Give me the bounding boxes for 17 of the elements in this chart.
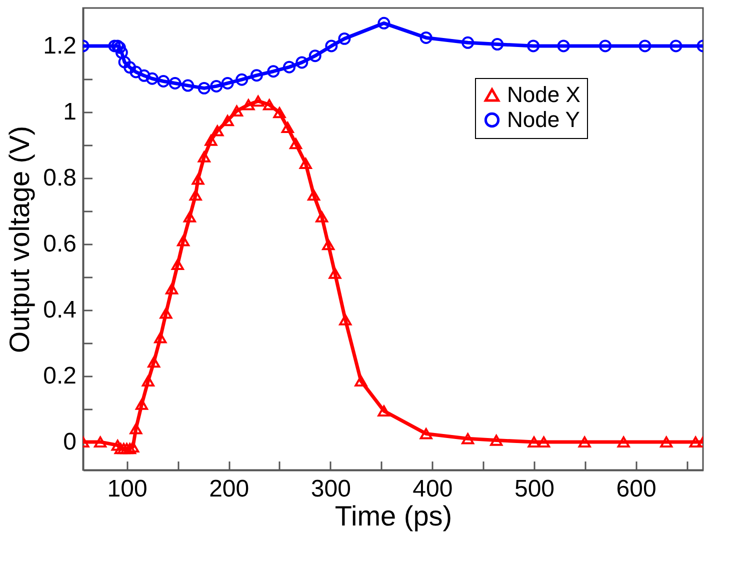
x-tick-label: 300 <box>310 476 351 502</box>
x-tick-label: 600 <box>616 476 656 502</box>
legend-label: Node X <box>507 82 581 107</box>
y-tick-label: 0.2 <box>43 362 76 390</box>
x-tick-label: 400 <box>412 476 453 502</box>
y-axis-title: Output voltage (V) <box>4 126 36 354</box>
y-tick-label: 0 <box>63 428 76 456</box>
legend-label: Node Y <box>507 107 580 132</box>
x-tick-label: 100 <box>107 476 148 502</box>
y-tick-label: 0.4 <box>43 296 76 324</box>
x-tick-label: 200 <box>209 476 250 502</box>
y-tick-label: 0.8 <box>43 164 76 192</box>
y-tick-label: 1 <box>63 98 76 126</box>
y-tick-label: 0.6 <box>43 230 76 258</box>
y-tick-label: 1.2 <box>43 32 76 60</box>
x-tick-label: 500 <box>514 476 555 502</box>
x-axis-title: Time (ps) <box>334 500 452 532</box>
